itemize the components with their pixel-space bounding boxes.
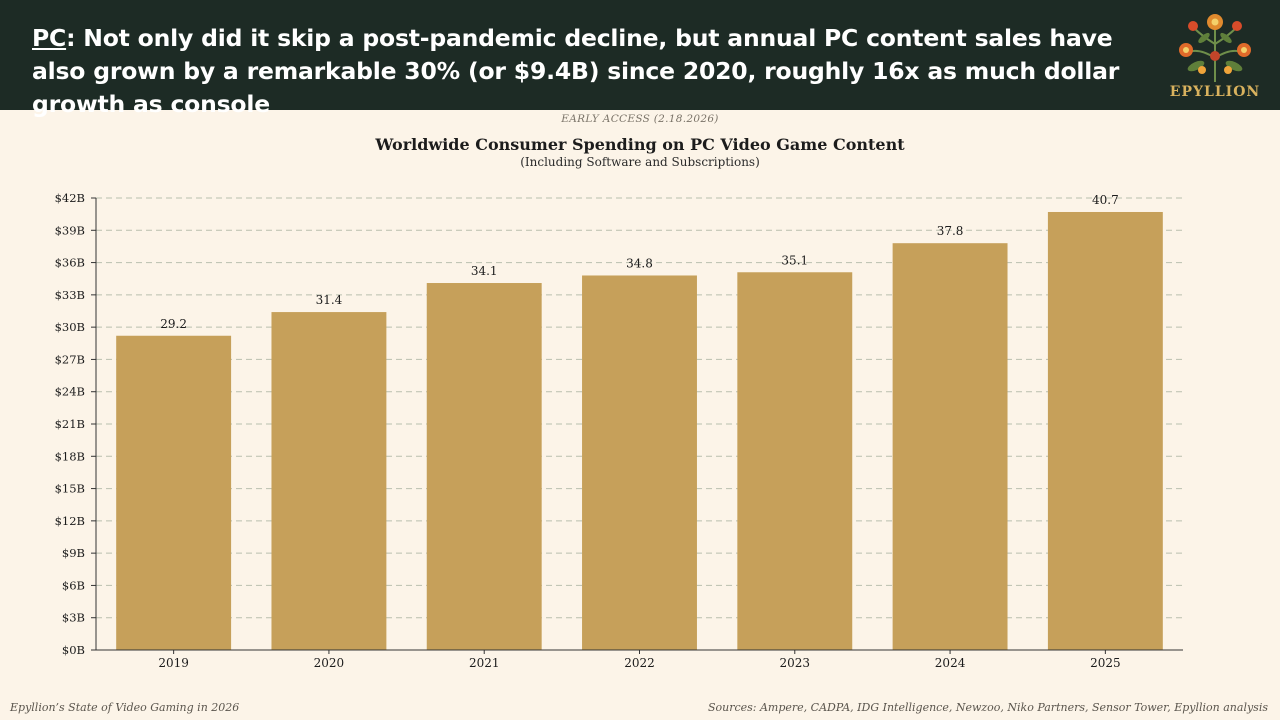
y-tick-label: $6B (62, 578, 85, 592)
y-tick-label: $30B (55, 320, 85, 334)
chart-title: Worldwide Consumer Spending on PC Video … (375, 135, 905, 154)
chart-subtitle: (Including Software and Subscriptions) (520, 155, 760, 169)
bar-2024 (892, 243, 1008, 650)
y-tick-label: $21B (55, 417, 85, 431)
bar-2025 (1047, 211, 1163, 650)
bar-2023 (737, 272, 853, 650)
headline-tag: PC (32, 24, 67, 52)
y-tick-label: $18B (55, 449, 85, 463)
data-label: 34.1 (471, 264, 498, 278)
y-tick-label: $0B (62, 643, 85, 657)
data-label: 31.4 (316, 293, 343, 307)
bar-2020 (271, 312, 387, 650)
bar-2021 (426, 283, 542, 650)
data-label: 35.1 (781, 253, 808, 267)
bar-2022 (582, 275, 697, 650)
x-tick-label: 2023 (780, 656, 811, 670)
bar-2019 (116, 335, 232, 650)
y-tick-label: $3B (62, 611, 85, 625)
x-tick-label: 2020 (314, 656, 345, 670)
y-tick-label: $33B (55, 288, 85, 302)
data-label: 40.7 (1092, 193, 1119, 207)
y-tick-label: $27B (55, 352, 85, 366)
y-tick-label: $12B (55, 514, 85, 528)
y-tick-label: $39B (55, 223, 85, 237)
x-tick-label: 2025 (1090, 656, 1121, 670)
y-tick-label: $15B (55, 482, 85, 496)
x-tick-label: 2021 (469, 656, 500, 670)
epyllion-logo: EPYLLION (1160, 8, 1270, 104)
y-tick-label: $42B (55, 191, 85, 205)
x-tick-label: 2019 (158, 656, 189, 670)
floral-logo-icon (1179, 14, 1251, 82)
y-tick-label: $24B (55, 385, 85, 399)
x-tick-label: 2024 (935, 656, 966, 670)
headline-text: : Not only did it skip a post-pandemic d… (32, 24, 1120, 118)
x-tick-label: 2022 (624, 656, 655, 670)
data-label: 29.2 (160, 317, 187, 331)
y-tick-label: $36B (55, 256, 85, 270)
logo-wordmark: EPYLLION (1169, 84, 1261, 100)
early-access-note: EARLY ACCESS (2.18.2026) (561, 113, 719, 125)
footer-sources: Sources: Ampere, CADPA, IDG Intelligence… (707, 701, 1268, 714)
header-bar: PC: Not only did it skip a post-pandemic… (0, 0, 1280, 118)
data-label: 34.8 (626, 256, 653, 270)
data-label: 37.8 (937, 224, 964, 238)
y-tick-label: $9B (62, 546, 85, 560)
headline: PC: Not only did it skip a post-pandemic… (32, 22, 1172, 121)
footer-report-name: Epyllion’s State of Video Gaming in 2026 (10, 701, 240, 714)
